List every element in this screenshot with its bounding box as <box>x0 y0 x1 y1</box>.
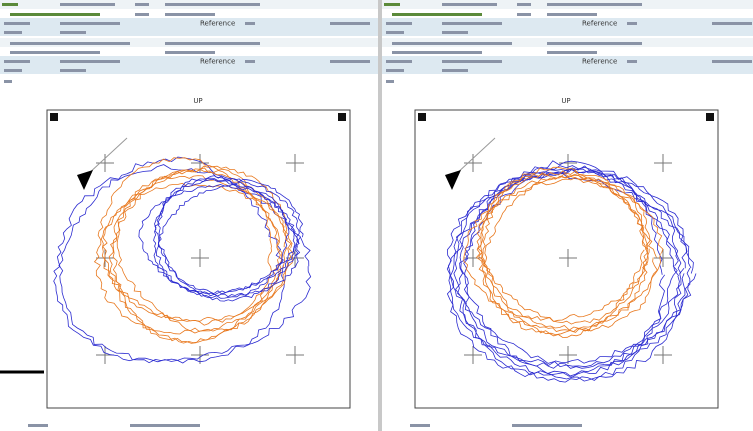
trace-loop <box>481 175 658 333</box>
illegible-text <box>582 3 642 6</box>
illegible-text <box>410 424 430 427</box>
illegible-text <box>386 60 412 63</box>
pointer-arrow <box>445 170 461 190</box>
header-row <box>0 27 378 36</box>
pointer-line <box>86 137 128 176</box>
plot-frame <box>46 109 351 409</box>
illegible-text <box>392 51 482 54</box>
illegible-text <box>165 3 200 6</box>
trace-loop <box>154 178 304 302</box>
illegible-text <box>442 69 468 72</box>
illegible-text <box>2 3 18 6</box>
illegible-text <box>4 69 22 72</box>
illegible-text <box>442 3 497 6</box>
illegible-text <box>384 3 400 6</box>
header-row <box>0 56 378 65</box>
trace-loop <box>455 168 686 369</box>
illegible-text <box>200 42 260 45</box>
illegible-text <box>4 22 30 25</box>
illegible-text <box>130 424 200 427</box>
illegible-text <box>512 424 582 427</box>
header-row <box>382 56 753 65</box>
illegible-text <box>60 60 120 63</box>
illegible-text <box>712 60 752 63</box>
pointer-line <box>454 137 496 176</box>
corner-marker <box>50 113 58 121</box>
illegible-text <box>627 22 637 25</box>
illegible-text <box>442 60 502 63</box>
trace-loop <box>138 183 290 299</box>
illegible-text <box>442 22 502 25</box>
orientation-label: UP <box>561 97 570 105</box>
header-row <box>382 18 753 27</box>
illegible-text <box>517 3 531 6</box>
illegible-text <box>135 13 149 16</box>
illegible-text <box>392 13 482 16</box>
reference-label: Reference <box>200 58 235 66</box>
illegible-text <box>60 31 86 34</box>
illegible-text <box>712 22 752 25</box>
reference-label: Reference <box>200 20 235 28</box>
reference-label: Reference <box>582 58 617 66</box>
illegible-text <box>165 51 215 54</box>
trace-loop <box>116 165 288 332</box>
illegible-text <box>4 31 22 34</box>
illegible-text <box>330 22 370 25</box>
trace-loop <box>446 160 682 383</box>
header-row <box>382 27 753 36</box>
trace-loop <box>153 177 296 296</box>
illegible-text <box>547 3 582 6</box>
illegible-text <box>582 42 642 45</box>
illegible-text <box>4 80 12 83</box>
illegible-text <box>627 60 637 63</box>
illegible-text <box>547 13 597 16</box>
illegible-text <box>4 60 30 63</box>
corner-marker <box>338 113 346 121</box>
trace-loop <box>157 175 300 295</box>
illegible-text <box>60 3 115 6</box>
corner-marker <box>418 113 426 121</box>
illegible-text <box>386 69 404 72</box>
illegible-text <box>60 22 120 25</box>
illegible-text <box>245 60 255 63</box>
illegible-text <box>10 51 100 54</box>
illegible-text <box>547 51 597 54</box>
trace-loop <box>446 165 666 382</box>
panel-divider <box>378 0 382 431</box>
trace-loop <box>93 157 294 335</box>
illegible-text <box>442 31 468 34</box>
illegible-text <box>330 60 370 63</box>
header-row <box>382 65 753 74</box>
illegible-text <box>245 22 255 25</box>
header-row <box>0 65 378 74</box>
illegible-text <box>386 22 412 25</box>
illegible-text <box>135 3 149 6</box>
illegible-text <box>10 42 130 45</box>
illegible-text <box>10 13 100 16</box>
illegible-text <box>386 80 394 83</box>
trace-loop <box>53 164 312 363</box>
illegible-text <box>386 31 404 34</box>
trace-loop <box>477 177 651 325</box>
illegible-text <box>165 13 215 16</box>
header-row <box>0 18 378 27</box>
illegible-text <box>200 3 260 6</box>
reference-label: Reference <box>582 20 617 28</box>
illegible-text <box>547 42 582 45</box>
corner-marker <box>706 113 714 121</box>
illegible-text <box>517 13 531 16</box>
pointer-arrow <box>77 170 93 190</box>
orientation-label: UP <box>193 97 202 105</box>
illegible-text <box>28 424 48 427</box>
illegible-text <box>165 42 200 45</box>
illegible-text <box>60 69 86 72</box>
trace-loop <box>463 172 649 331</box>
illegible-text <box>392 42 512 45</box>
trace-loop <box>482 166 649 322</box>
